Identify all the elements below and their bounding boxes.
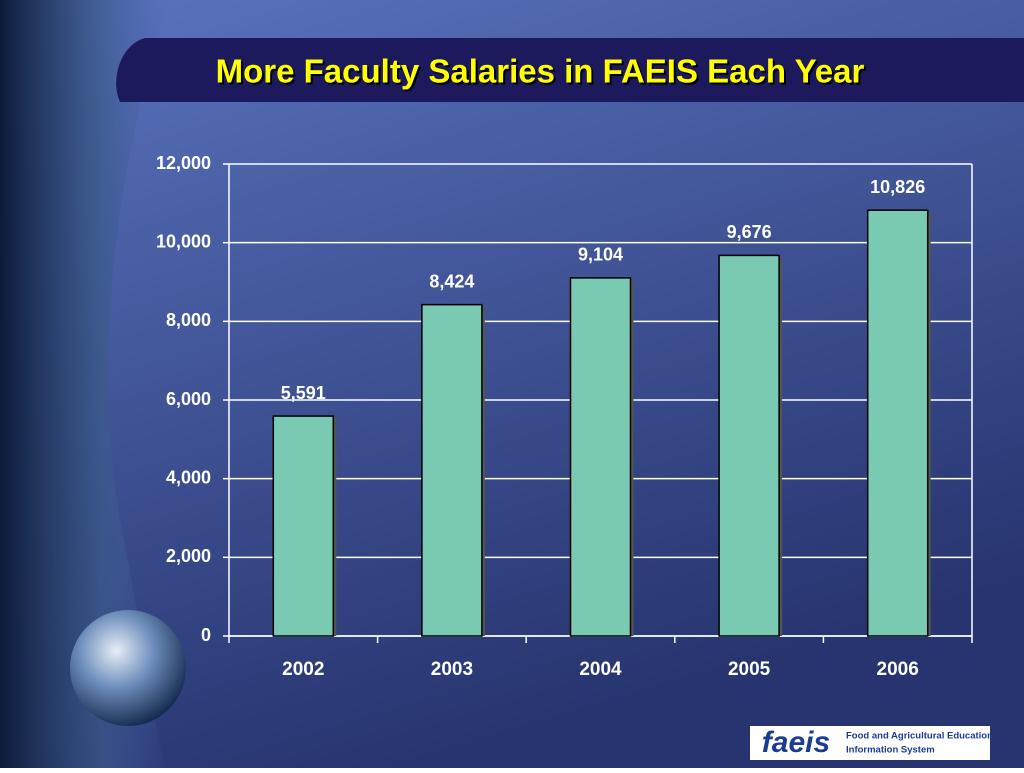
globe [70, 610, 186, 726]
value-label: 9,104 [578, 245, 623, 265]
bar [866, 209, 929, 637]
bar [569, 277, 632, 637]
logo-line: Information System [846, 745, 935, 756]
x-tick-label: 2003 [431, 659, 473, 680]
title-shadow: More Faculty Salaries in FAEIS Each Year [218, 55, 867, 92]
plot: 0 2,000 4,000 6,000 8,000 10,000 12,000 2002 5,5… [156, 153, 973, 680]
logo-mark: faeis [762, 726, 830, 759]
value-label: 8,424 [429, 271, 474, 291]
x-tick-label: 2005 [728, 659, 771, 680]
value-label: 9,676 [727, 222, 772, 242]
y-tick-label: 6,000 [166, 389, 211, 409]
y-tick-label: 10,000 [156, 231, 211, 251]
x-tick-label: 2002 [282, 659, 324, 680]
chart-title: More Faculty Salaries in FAEIS Each Year [216, 53, 865, 90]
title-band [116, 38, 1024, 102]
x-tick-label: 2006 [877, 659, 919, 680]
y-tick-label: 4,000 [166, 467, 211, 487]
bar [421, 303, 483, 637]
y-tick-label: 12,000 [156, 153, 211, 173]
logo-line: Food and Agricultural Education [846, 731, 993, 742]
y-tick-label: 2,000 [166, 546, 211, 566]
value-label: 10,826 [870, 177, 925, 197]
value-label: 5,591 [281, 383, 326, 403]
y-tick-label: 8,000 [166, 310, 211, 330]
y-tick-label: 0 [201, 625, 211, 645]
bar [718, 254, 780, 637]
logo-box [750, 726, 990, 760]
bar [272, 415, 335, 637]
edge-swirl [0, 0, 170, 768]
x-tick-label: 2004 [579, 659, 622, 680]
